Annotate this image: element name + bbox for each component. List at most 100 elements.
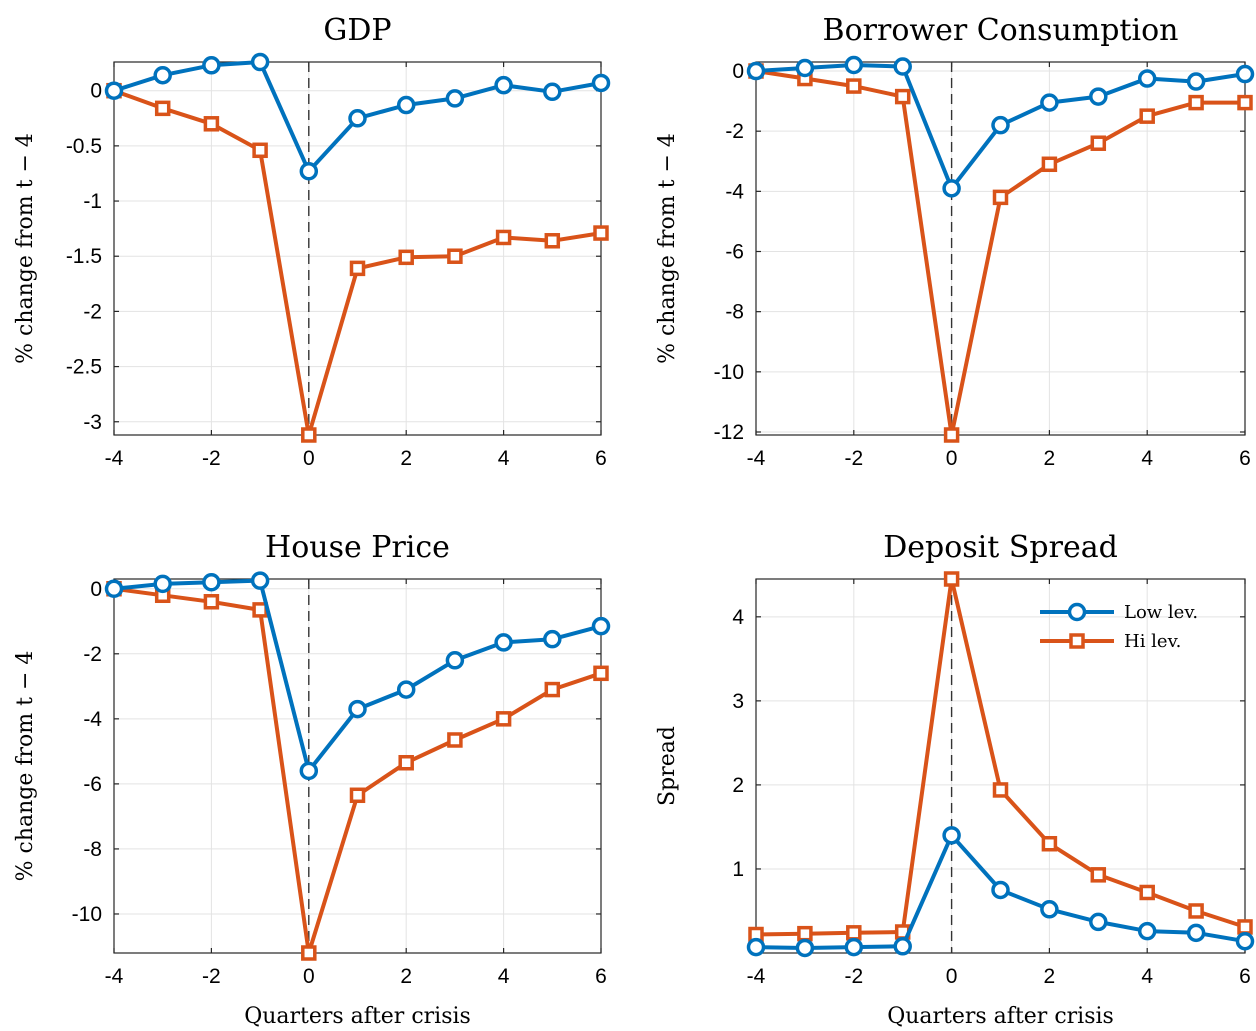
y-axis-label: % change from t − 4 xyxy=(655,133,680,364)
chart-panel-3: -4 -2 0 2 4 6 1 2 3 4 Deposit Spread Spread Quarters… xyxy=(655,530,1255,1029)
data-point xyxy=(494,75,513,95)
series-low-lev- xyxy=(104,52,611,181)
x-tick-label: 4 xyxy=(498,447,510,470)
y-tick-label: -12 xyxy=(714,421,744,444)
data-point xyxy=(894,88,911,105)
data-point xyxy=(844,937,864,957)
data-point xyxy=(1188,903,1204,919)
y-tick-label: -3 xyxy=(83,411,102,434)
x-tick-label: -2 xyxy=(202,965,221,988)
data-point xyxy=(396,95,416,115)
x-tick-label: 2 xyxy=(400,447,412,470)
data-point xyxy=(1041,835,1058,852)
data-point xyxy=(348,109,367,128)
data-point xyxy=(992,782,1009,798)
x-tick-label: -4 xyxy=(105,965,124,988)
plot-frame xyxy=(755,61,1246,436)
data-point xyxy=(1137,69,1157,88)
data-point xyxy=(544,681,561,698)
series-hi-lev- xyxy=(106,82,609,443)
x-tick-label: -4 xyxy=(105,447,124,470)
data-point xyxy=(893,57,912,76)
x-tick-label: 6 xyxy=(595,447,607,470)
data-point xyxy=(349,787,366,804)
x-tick-label: 0 xyxy=(946,447,958,470)
chart-panel-2: -4 -2 0 2 4 6 0 -2 -4 -6 -8 -10 House Price % change … xyxy=(13,530,611,1029)
data-point xyxy=(252,602,268,618)
data-point xyxy=(1089,912,1108,932)
data-point xyxy=(1137,921,1157,941)
data-point xyxy=(250,52,270,72)
x-axis-label: Quarters after crisis xyxy=(244,1004,471,1029)
data-point xyxy=(1041,156,1058,173)
x-tick-label: 4 xyxy=(1141,447,1153,470)
legend-marker xyxy=(1067,602,1087,622)
y-tick-label: 3 xyxy=(732,690,744,713)
x-tick-label: 2 xyxy=(400,965,412,988)
chart-panel-1: -4 -2 0 2 4 6 0 -2 -4 -6 -8 -10 -12 Borrower Consumpt… xyxy=(655,13,1255,470)
data-point xyxy=(543,629,562,649)
data-point xyxy=(299,162,319,181)
data-point xyxy=(797,925,813,942)
y-tick-label: -2.5 xyxy=(66,356,102,379)
x-tick-label: 2 xyxy=(1044,447,1056,470)
chart-title: Borrower Consumption xyxy=(823,13,1179,48)
data-point xyxy=(301,427,317,443)
y-tick-label: -0.5 xyxy=(66,135,102,158)
data-point xyxy=(846,925,862,941)
plot-frame xyxy=(113,578,602,954)
data-point xyxy=(299,761,319,781)
data-point xyxy=(104,579,124,599)
data-point xyxy=(893,937,912,956)
x-tick-label: 0 xyxy=(303,965,315,988)
x-tick-label: 0 xyxy=(303,447,315,470)
x-tick-label: -2 xyxy=(844,447,863,470)
data-point xyxy=(348,699,367,719)
x-tick-label: -2 xyxy=(844,965,863,988)
data-point xyxy=(495,229,512,246)
data-point xyxy=(495,711,512,727)
y-tick-label: -10 xyxy=(714,361,744,384)
y-tick-label: -6 xyxy=(725,241,744,264)
data-point xyxy=(1186,923,1206,943)
x-tick-label: 6 xyxy=(595,965,607,988)
data-point xyxy=(1089,87,1108,106)
data-point xyxy=(746,61,766,81)
data-point xyxy=(1237,919,1253,935)
y-tick-label: -4 xyxy=(725,180,744,203)
data-point xyxy=(591,616,611,636)
data-point xyxy=(203,116,220,132)
y-axis-label: % change from t − 4 xyxy=(13,133,38,364)
legend: Low lev. Hi lev. xyxy=(1040,602,1198,652)
series-low-lev- xyxy=(104,571,611,781)
data-point xyxy=(1090,135,1107,151)
y-tick-label: 4 xyxy=(732,606,744,629)
data-point xyxy=(252,142,268,159)
y-tick-label: -6 xyxy=(83,773,102,796)
y-tick-label: -8 xyxy=(83,838,102,861)
y-tick-label: 0 xyxy=(90,578,102,601)
data-point xyxy=(154,100,171,117)
series-low-lev- xyxy=(746,55,1255,198)
chart-title: Deposit Spread xyxy=(883,530,1118,565)
data-point xyxy=(593,665,609,682)
data-point xyxy=(104,81,124,100)
data-point xyxy=(349,260,366,277)
y-tick-label: -2 xyxy=(725,120,744,143)
x-tick-label: 0 xyxy=(946,965,958,988)
data-point xyxy=(1139,108,1155,124)
data-point xyxy=(795,938,815,958)
data-point xyxy=(1237,94,1253,111)
y-tick-label: 0 xyxy=(732,60,744,83)
data-point xyxy=(1235,64,1255,84)
data-point xyxy=(153,65,172,85)
data-point xyxy=(846,78,862,94)
y-tick-label: -2 xyxy=(83,643,102,666)
x-tick-label: 2 xyxy=(1044,965,1056,988)
y-tick-label: -8 xyxy=(725,301,744,324)
data-point xyxy=(943,427,960,443)
data-point xyxy=(591,73,611,93)
data-point xyxy=(202,56,221,75)
data-point xyxy=(746,937,766,957)
